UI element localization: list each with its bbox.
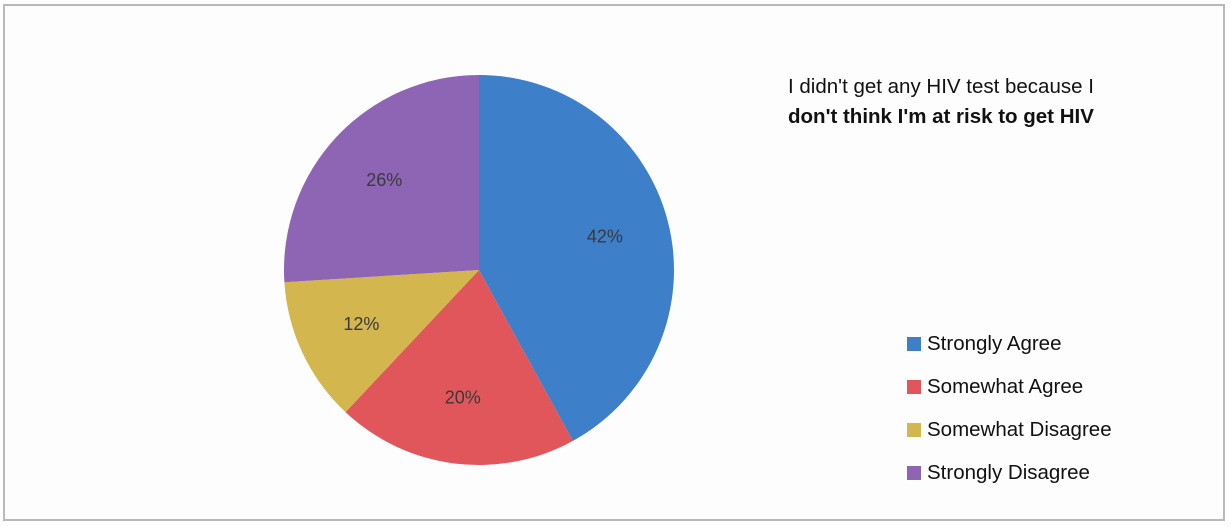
chart-title-line-1: I didn't get any HIV test because I	[788, 75, 1094, 98]
legend-label: Strongly Agree	[927, 331, 1062, 355]
pie-slice-strongly-disagree	[284, 75, 479, 283]
legend-swatch	[907, 379, 921, 394]
legend-item-somewhat-disagree: Somewhat Disagree	[907, 408, 1207, 451]
legend-label: Strongly Disagree	[927, 460, 1090, 484]
slice-value-label: 20%	[445, 388, 481, 408]
legend-label: Somewhat Agree	[927, 374, 1084, 398]
legend-item-strongly-agree: Strongly Agree	[907, 322, 1207, 365]
legend-swatch	[907, 422, 921, 437]
pie-slices	[284, 75, 674, 465]
legend-swatch	[907, 465, 921, 480]
pie-slice-strongly-agree	[479, 75, 674, 441]
chart-title-line-2: don't think I'm at risk to get HIV	[788, 105, 1094, 128]
legend-item-strongly-disagree: Strongly Disagree	[907, 451, 1207, 494]
legend: Strongly Agree Somewhat Agree Somewhat D…	[907, 322, 1207, 494]
pie-slice-somewhat-disagree	[284, 270, 479, 413]
legend-item-somewhat-agree: Somewhat Agree	[907, 365, 1207, 408]
slice-value-label: 26%	[366, 170, 402, 190]
pie-slice-somewhat-agree	[345, 270, 573, 465]
slice-value-label: 42%	[587, 226, 623, 246]
legend-label: Somewhat Disagree	[927, 417, 1112, 441]
legend-swatch	[907, 336, 921, 351]
slice-value-label: 12%	[343, 314, 379, 334]
chart-title: I didn't get any HIV test because I don'…	[788, 72, 1168, 132]
pie-labels: 42% 20% 12% 26%	[343, 170, 623, 408]
